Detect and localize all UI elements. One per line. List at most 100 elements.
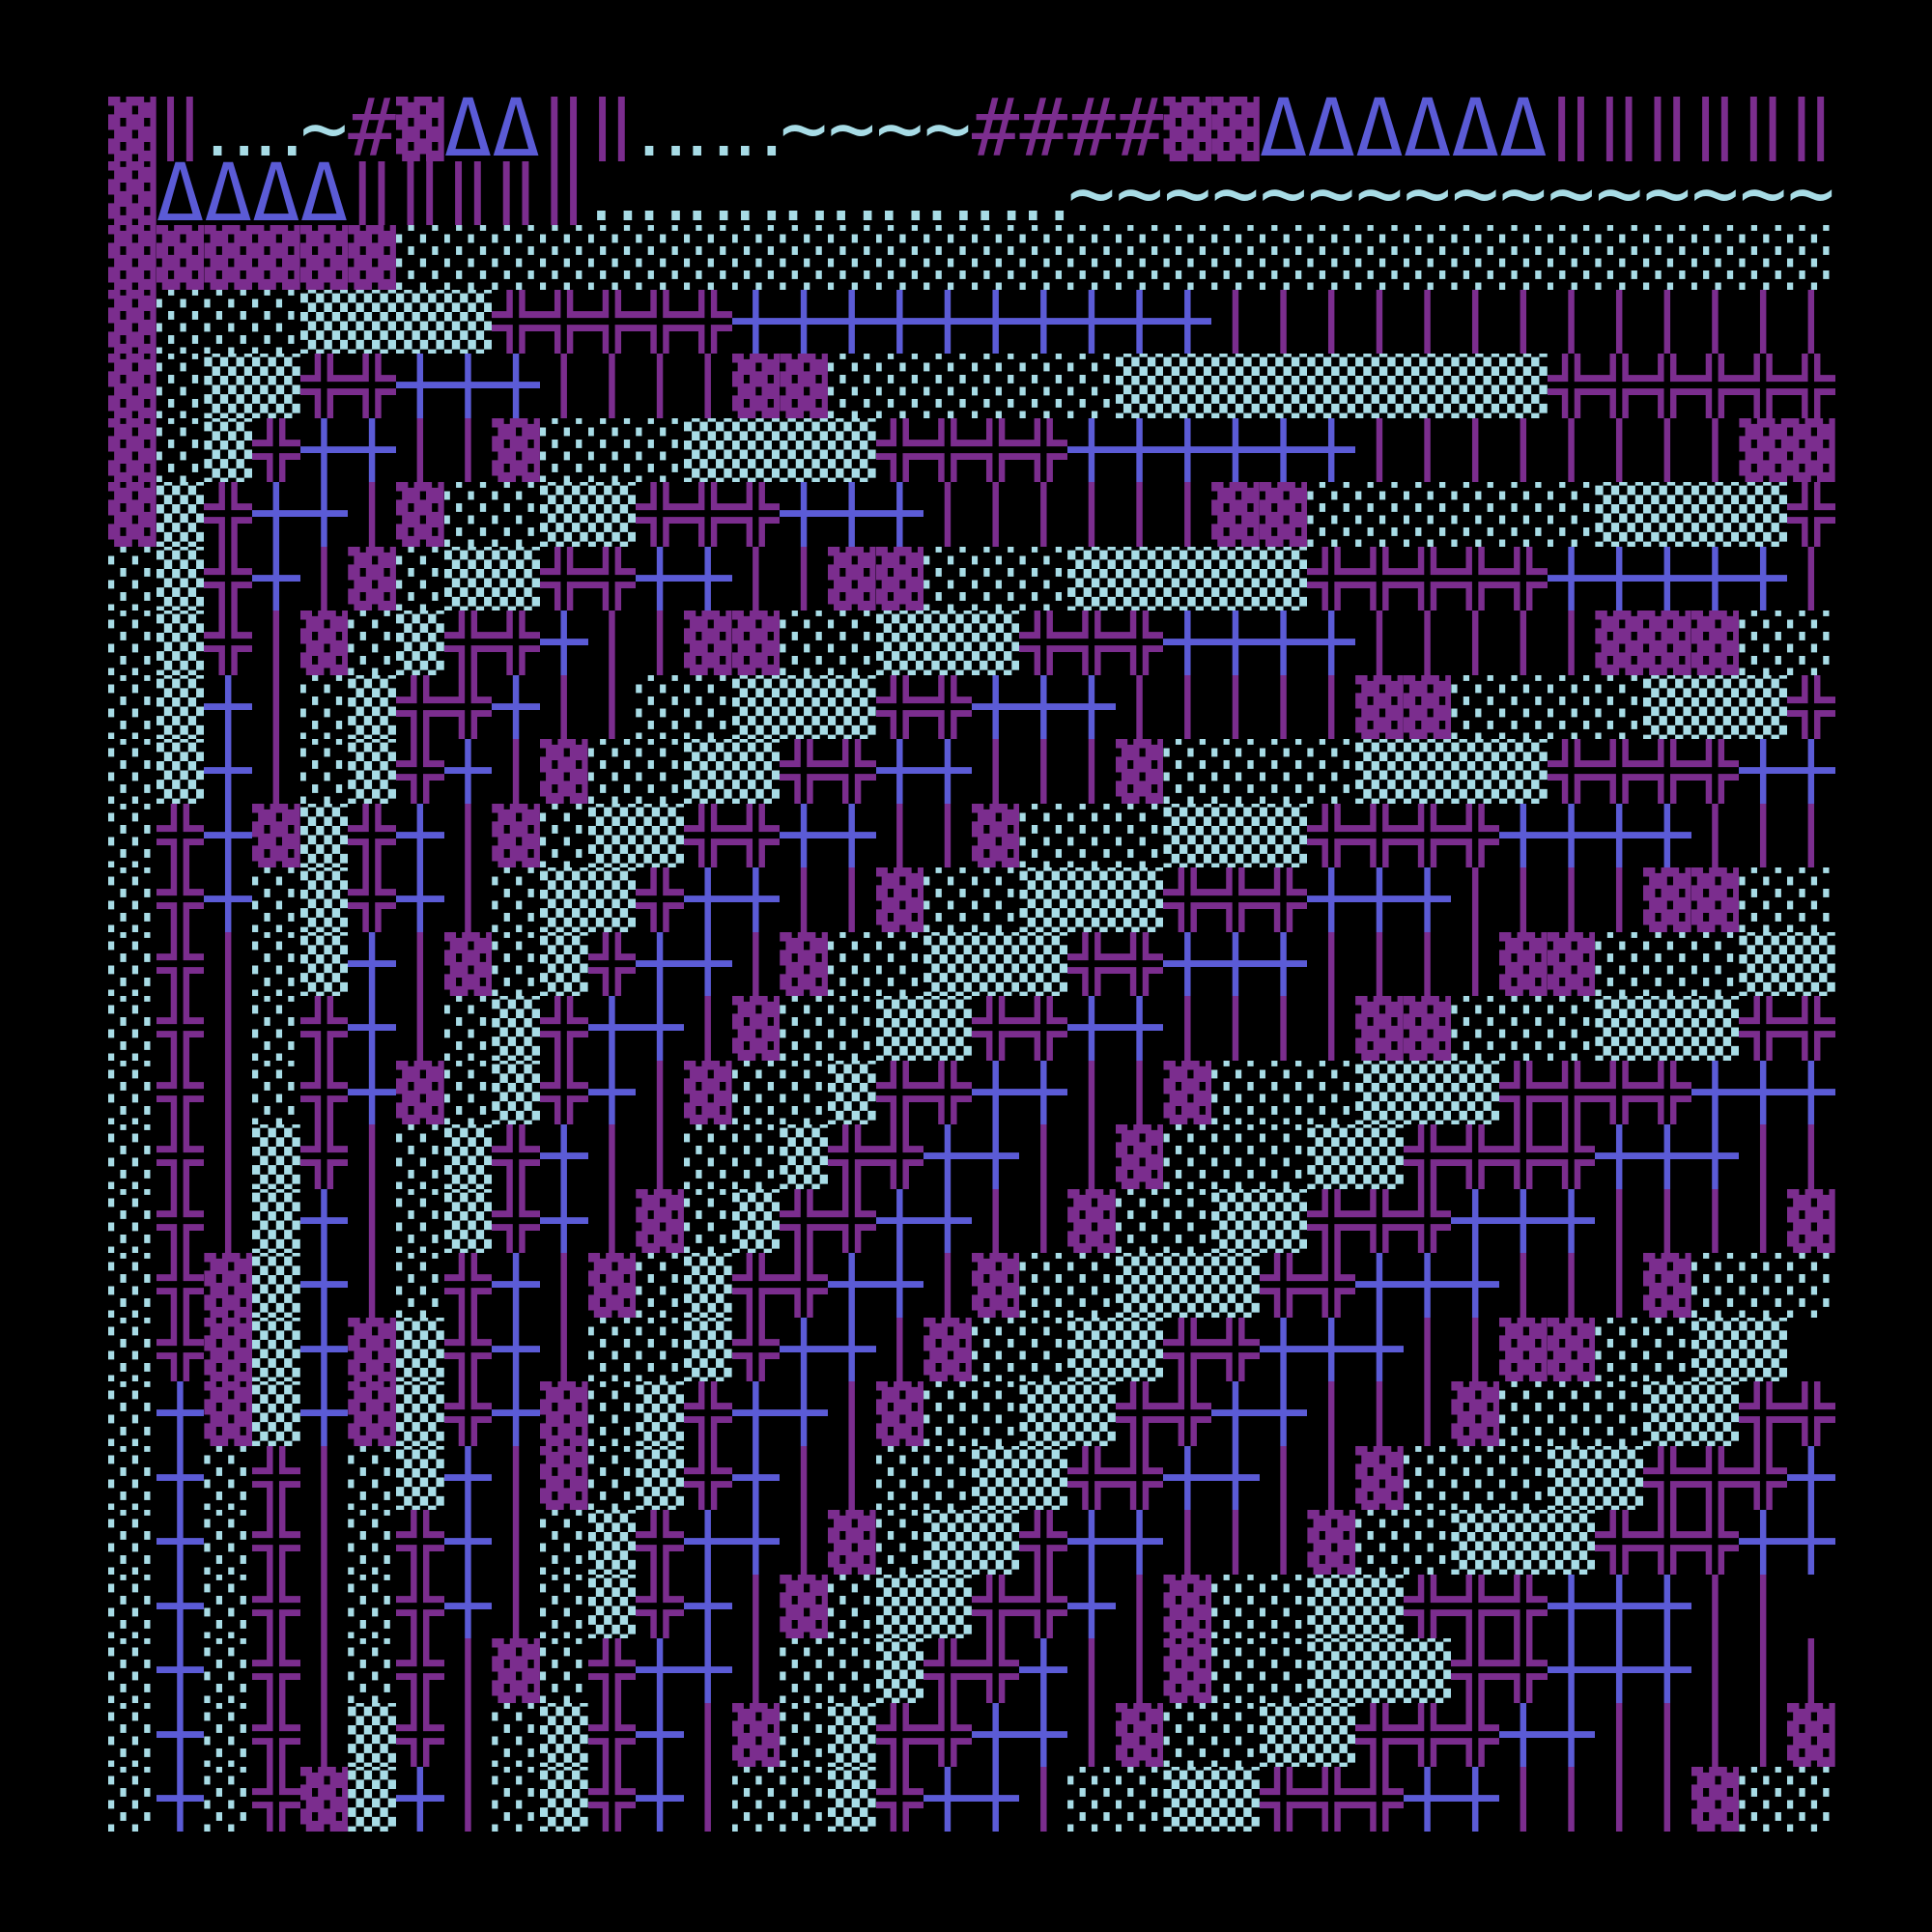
double-cross-glyph: ╬ <box>1115 1445 1164 1511</box>
cross-glyph: ┼ <box>1547 803 1596 868</box>
double-cross-glyph: ╬ <box>1403 1188 1452 1254</box>
medium-shade-glyph: ▒ <box>1307 354 1356 418</box>
dense-shade-glyph: ▓ <box>1355 674 1404 740</box>
cross-glyph: ┼ <box>443 739 493 804</box>
cross-glyph: ┼ <box>971 1060 1020 1125</box>
medium-shade-glyph: ▒ <box>587 1510 637 1575</box>
vertical-bar-glyph: │ <box>1259 996 1308 1061</box>
cross-glyph: ┼ <box>1739 546 1787 611</box>
light-shade-glyph: ░ <box>683 1188 732 1254</box>
double-bar-glyph: ‖ <box>1739 97 1787 161</box>
light-shade-glyph: ░ <box>348 1574 396 1639</box>
vertical-bar-glyph: │ <box>1259 674 1308 740</box>
double-cross-glyph: ╬ <box>780 739 828 804</box>
vertical-bar-glyph: │ <box>1211 1510 1260 1575</box>
cross-glyph: ┼ <box>443 1445 493 1511</box>
cross-glyph: ┼ <box>1115 289 1164 355</box>
light-shade-glyph: ░ <box>1547 482 1596 547</box>
cross-glyph: ┼ <box>1451 1253 1500 1318</box>
vertical-bar-glyph: │ <box>1403 931 1452 997</box>
vertical-bar-glyph: │ <box>1019 739 1068 804</box>
medium-shade-glyph: ▒ <box>1307 1702 1356 1768</box>
vertical-bar-glyph: │ <box>1067 1124 1116 1189</box>
vertical-bar-glyph: │ <box>1355 931 1404 997</box>
medium-shade-glyph: ▒ <box>492 546 540 611</box>
tilde-glyph: ~ <box>1786 160 1835 226</box>
cross-glyph: ┼ <box>1067 417 1116 483</box>
triangle-glyph: Δ <box>204 160 252 226</box>
double-cross-glyph: ╬ <box>1067 611 1116 675</box>
cross-glyph: ┼ <box>299 482 349 547</box>
vertical-bar-glyph: │ <box>1786 803 1835 868</box>
light-shade-glyph: ░ <box>1163 1124 1212 1189</box>
double-cross-glyph: ╬ <box>683 289 732 355</box>
double-cross-glyph: ╬ <box>1451 1702 1500 1768</box>
vertical-bar-glyph: │ <box>443 803 493 868</box>
tilde-glyph: ~ <box>1307 160 1356 226</box>
vertical-bar-glyph: │ <box>204 1060 252 1125</box>
medium-shade-glyph: ▒ <box>348 1767 396 1832</box>
cross-glyph: ┼ <box>1163 289 1212 355</box>
double-cross-glyph: ╬ <box>875 417 924 483</box>
vertical-bar-glyph: │ <box>1690 289 1740 355</box>
dense-shade-glyph: ▓ <box>1547 931 1596 997</box>
light-shade-glyph: ░ <box>108 1188 156 1254</box>
light-shade-glyph: ░ <box>636 417 684 483</box>
vertical-bar-glyph: │ <box>1355 417 1404 483</box>
medium-shade-glyph: ▒ <box>1163 1253 1212 1318</box>
art-row: ▓░▒╬┼┼││▓░░░▒▒▒▒╬╬╬╬┼┼┼┼┼┼││││││││▓▓ <box>108 418 1835 483</box>
light-shade-glyph: ░ <box>156 354 205 418</box>
vertical-bar-glyph: │ <box>1067 482 1116 547</box>
light-shade-glyph: ░ <box>780 1638 828 1703</box>
medium-shade-glyph: ▒ <box>683 1253 732 1318</box>
cross-glyph: ┼ <box>1499 1188 1548 1254</box>
double-cross-glyph: ╬ <box>1739 1381 1787 1446</box>
double-cross-glyph: ╬ <box>1307 803 1356 868</box>
cross-glyph: ┼ <box>1690 1060 1740 1125</box>
cross-glyph: ┼ <box>348 931 396 997</box>
medium-shade-glyph: ▒ <box>1643 1381 1691 1446</box>
light-shade-glyph: ░ <box>1643 1317 1691 1382</box>
cross-glyph: ┼ <box>156 1445 205 1511</box>
cross-glyph: ┼ <box>780 803 828 868</box>
double-bar-glyph: ‖ <box>492 160 540 226</box>
light-shade-glyph: ░ <box>1451 996 1500 1061</box>
cross-glyph: ┼ <box>1547 1702 1596 1768</box>
double-cross-glyph: ╬ <box>1307 546 1356 611</box>
light-shade-glyph: ░ <box>971 1381 1020 1446</box>
medium-shade-glyph: ▒ <box>1307 1574 1356 1639</box>
medium-shade-glyph: ▒ <box>156 674 205 740</box>
light-shade-glyph: ░ <box>492 1767 540 1832</box>
double-cross-glyph: ╬ <box>875 1060 924 1125</box>
vertical-bar-glyph: │ <box>683 1702 732 1768</box>
light-shade-glyph: ░ <box>539 1574 588 1639</box>
light-shade-glyph: ░ <box>1211 739 1260 804</box>
dense-shade-glyph: ▓ <box>1307 1510 1356 1575</box>
medium-shade-glyph: ▒ <box>923 1510 972 1575</box>
dense-shade-glyph: ▓ <box>204 1253 252 1318</box>
cross-glyph: ┼ <box>636 1767 684 1832</box>
medium-shade-glyph: ▒ <box>587 803 637 868</box>
light-shade-glyph: ░ <box>395 225 444 290</box>
double-cross-glyph: ╬ <box>1067 931 1116 997</box>
cross-glyph: ┼ <box>156 1638 205 1703</box>
art-row: ░▒┼│░▒╬┼│▓░░▒▒╬╬┼┼│││▓░░░░▒▒▒▒╬╬╬╬┼┼ <box>108 739 1835 804</box>
medium-shade-glyph: ▒ <box>1019 1381 1068 1446</box>
vertical-bar-glyph: │ <box>395 996 444 1061</box>
double-cross-glyph: ╬ <box>348 867 396 932</box>
vertical-bar-glyph: │ <box>636 354 684 418</box>
light-shade-glyph: ░ <box>1547 225 1596 290</box>
cross-glyph: ┼ <box>1211 611 1260 675</box>
art-row: ░╬┼░▒╬┼│░▒▒╬┼┼││▓░░▒▒▒╬╬╬┼┼┼││││▓▓░░░ <box>108 867 1835 932</box>
cross-glyph: ┼ <box>1019 1638 1068 1703</box>
dense-shade-glyph: ▓ <box>923 1317 972 1382</box>
light-shade-glyph: ░ <box>1547 996 1596 1061</box>
dense-shade-glyph: ▓ <box>108 97 156 161</box>
medium-shade-glyph: ▒ <box>827 417 876 483</box>
tilde-glyph: ~ <box>1067 160 1116 226</box>
vertical-bar-glyph: │ <box>539 1253 588 1318</box>
vertical-bar-glyph: │ <box>539 354 588 418</box>
double-cross-glyph: ╬ <box>204 611 252 675</box>
cross-glyph: ┼ <box>923 289 972 355</box>
light-shade-glyph: ░ <box>108 1317 156 1382</box>
